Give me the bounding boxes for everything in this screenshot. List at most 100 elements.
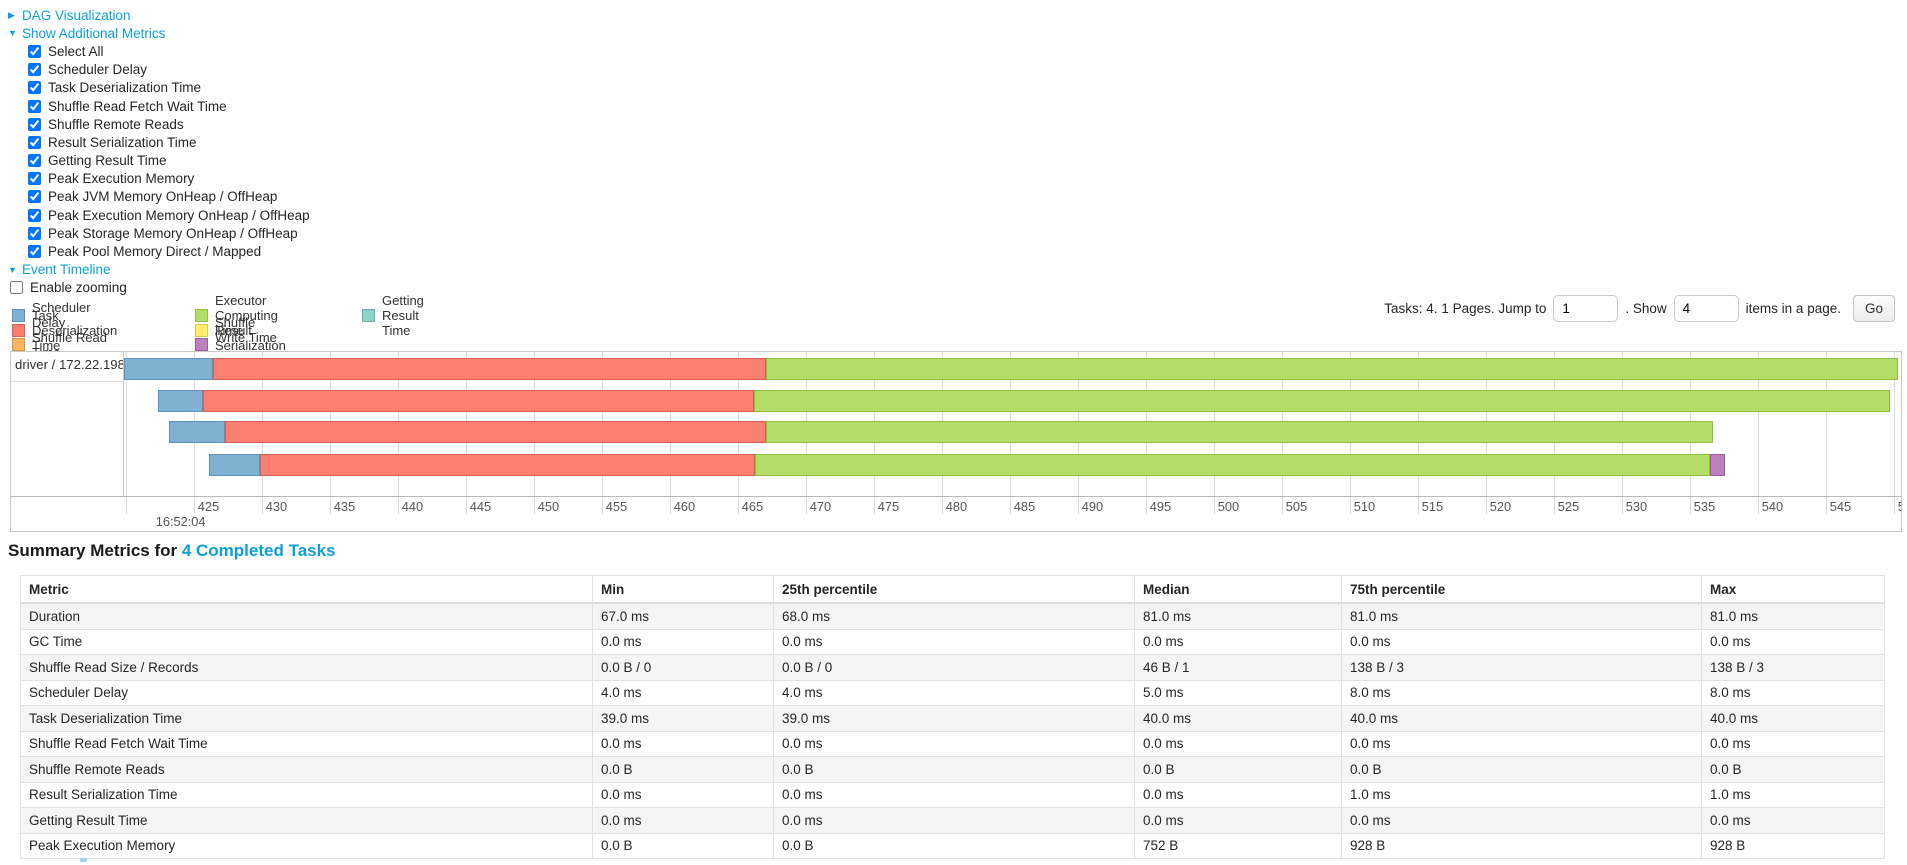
task-1-segment-executor-computing[interactable] xyxy=(766,358,1898,380)
axis-tick-mark xyxy=(329,497,331,514)
task-3-segment-scheduler-delay[interactable] xyxy=(169,421,225,443)
metric-value-cell: 0.0 ms xyxy=(592,781,774,808)
metric-value-cell: 1.0 ms xyxy=(1341,781,1702,808)
metric-checkbox-row-scheduler-delay: Scheduler Delay xyxy=(8,61,310,79)
metric-value-cell: 0.0 ms xyxy=(1701,730,1885,757)
legend-swatch-task-deserialization xyxy=(12,323,25,337)
metric-checkbox-task-deserialization-time[interactable] xyxy=(28,81,41,95)
metric-checkbox-label: Result Serialization Time xyxy=(48,134,197,150)
gridline xyxy=(1893,352,1895,496)
task-2-segment-task-deserialization[interactable] xyxy=(203,390,755,412)
metric-value-cell: 0.0 ms xyxy=(773,807,1135,834)
event-timeline-toggle[interactable]: ▼ Event Timeline xyxy=(8,261,310,279)
metric-checkbox-result-serialization-time[interactable] xyxy=(28,135,41,149)
metric-value-cell: 0.0 ms xyxy=(773,730,1135,757)
task-1-segment-scheduler-delay[interactable] xyxy=(123,358,213,380)
metric-checkbox-row-peak-execution-memory: Peak Execution Memory xyxy=(8,170,310,188)
axis-tick-mark xyxy=(1485,497,1487,514)
metric-value-cell: 928 B xyxy=(1341,832,1702,859)
task-3-segment-task-deserialization[interactable] xyxy=(225,421,767,443)
summary-metrics-table: Metric Min 25th percentile Median 75th perce… xyxy=(20,575,1885,859)
axis-tick-label: 520 xyxy=(1489,499,1512,514)
metric-name-cell: Scheduler Delay xyxy=(20,679,593,706)
metric-value-cell: 0.0 ms xyxy=(592,807,774,834)
legend-item-task-deserialization: Task Deserialization Time xyxy=(12,308,117,353)
enable-zooming-row: Enable zooming xyxy=(8,279,310,297)
axis-tick-mark xyxy=(1281,497,1283,514)
completed-tasks-link[interactable]: 4 Completed Tasks xyxy=(181,541,336,560)
metric-value-cell: 0.0 B xyxy=(773,832,1135,859)
metric-value-cell: 39.0 ms xyxy=(773,705,1135,732)
metric-value-cell: 0.0 ms xyxy=(773,781,1135,808)
task-4-segment-task-deserialization[interactable] xyxy=(260,454,756,476)
clipped-next-section xyxy=(80,858,87,862)
metric-checkbox-label: Peak Execution Memory OnHeap / OffHeap xyxy=(48,207,310,223)
metric-checkbox-list: Select All Scheduler Delay Task Deserializ… xyxy=(8,42,310,260)
metric-checkbox-row-peak-jvm-memory-onheap-offheap: Peak JVM Memory OnHeap / OffHeap xyxy=(8,188,310,206)
metric-value-cell: 40.0 ms xyxy=(1341,705,1702,732)
table-row-gc-time: GC Time 0.0 ms 0.0 ms 0.0 ms 0.0 ms 0.0 ms xyxy=(20,628,1885,655)
metric-value-cell: 8.0 ms xyxy=(1341,679,1702,706)
metric-checkbox-peak-execution-memory[interactable] xyxy=(28,172,41,186)
metric-value-cell: 0.0 ms xyxy=(1341,807,1702,834)
metric-checkbox-getting-result-time[interactable] xyxy=(28,154,41,168)
column-header-metric: Metric xyxy=(20,575,593,604)
metric-checkbox-shuffle-read-fetch-wait-time[interactable] xyxy=(28,99,41,113)
axis-tick-mark xyxy=(1145,497,1147,514)
axis-tick-label: 460 xyxy=(673,499,696,514)
axis-tick-label: 535 xyxy=(1693,499,1716,514)
axis-tick-label: 515 xyxy=(1421,499,1444,514)
metric-value-cell: 0.0 ms xyxy=(592,730,774,757)
chevron-down-icon: ▼ xyxy=(8,264,17,275)
metric-value-cell: 0.0 ms xyxy=(1341,730,1702,757)
jump-to-page-input[interactable] xyxy=(1553,295,1619,322)
enable-zooming-label: Enable zooming xyxy=(30,280,127,296)
metric-value-cell: 138 B / 3 xyxy=(1701,654,1885,681)
enable-zooming-checkbox[interactable] xyxy=(10,281,23,295)
show-additional-metrics-link[interactable]: Show Additional Metrics xyxy=(22,25,166,41)
legend-item-executor-computing: Executor Computing Time xyxy=(195,293,286,338)
metric-checkbox-label: Scheduler Delay xyxy=(48,62,148,78)
axis-tick-label: 450 xyxy=(537,499,560,514)
task-3-segment-executor-computing[interactable] xyxy=(766,421,1713,443)
table-row-scheduler-delay: Scheduler Delay 4.0 ms 4.0 ms 5.0 ms 8.0 ms 8… xyxy=(20,679,1885,706)
metric-checkbox-row-select-all: Select All xyxy=(8,42,310,60)
metric-checkbox-peak-storage-memory-onheap-offheap[interactable] xyxy=(28,226,41,240)
axis-tick-mark xyxy=(1077,497,1079,514)
items-per-page-input[interactable] xyxy=(1673,295,1739,322)
task-4-segment-result-serialization[interactable] xyxy=(1710,454,1726,476)
axis-tick-label: 470 xyxy=(809,499,832,514)
metric-value-cell: 1.0 ms xyxy=(1701,781,1885,808)
metric-checkbox-peak-jvm-memory-onheap-offheap[interactable] xyxy=(28,190,41,204)
dag-visualization-link[interactable]: DAG Visualization xyxy=(22,7,131,23)
metric-value-cell: 0.0 ms xyxy=(1701,807,1885,834)
axis-tick-mark xyxy=(873,497,875,514)
task-2-segment-scheduler-delay[interactable] xyxy=(158,390,204,412)
dag-visualization-toggle[interactable]: ▶ DAG Visualization xyxy=(8,6,310,24)
axis-tick-mark xyxy=(261,497,263,514)
metric-checkbox-peak-execution-memory-onheap-offheap[interactable] xyxy=(28,208,41,222)
task-1-segment-task-deserialization[interactable] xyxy=(212,358,767,380)
event-timeline-link[interactable]: Event Timeline xyxy=(22,262,111,278)
axis-tick-label: 475 xyxy=(877,499,900,514)
axis-tick-label: 545 xyxy=(1829,499,1852,514)
axis-tick-label: 465 xyxy=(741,499,764,514)
column-header-25th-percentile: 25th percentile xyxy=(773,575,1135,604)
table-body: Duration 67.0 ms 68.0 ms 81.0 ms 81.0 ms 81.0… xyxy=(20,602,1885,859)
task-2-segment-executor-computing[interactable] xyxy=(754,390,1890,412)
metric-checkbox-select-all[interactable] xyxy=(28,44,41,58)
metric-name-cell: Shuffle Read Size / Records xyxy=(20,654,593,681)
task-4-segment-scheduler-delay[interactable] xyxy=(208,454,261,476)
show-additional-metrics-toggle[interactable]: ▼ Show Additional Metrics xyxy=(8,24,310,42)
axis-tick-label: 440 xyxy=(401,499,424,514)
legend-label: Task Deserialization Time xyxy=(32,307,118,353)
go-button[interactable]: Go xyxy=(1852,295,1895,322)
metric-checkbox-shuffle-remote-reads[interactable] xyxy=(28,117,41,131)
metric-checkbox-scheduler-delay[interactable] xyxy=(28,63,41,77)
metric-value-cell: 0.0 ms xyxy=(1134,781,1342,808)
table-row-result-serialization-time: Result Serialization Time 0.0 ms 0.0 ms 0.0… xyxy=(20,781,1885,808)
axis-start-time-label: 16:52:04 xyxy=(155,514,206,529)
task-4-segment-executor-computing[interactable] xyxy=(755,454,1711,476)
chevron-right-icon: ▶ xyxy=(8,9,15,20)
metric-checkbox-peak-pool-memory-direct-mapped[interactable] xyxy=(28,245,41,259)
